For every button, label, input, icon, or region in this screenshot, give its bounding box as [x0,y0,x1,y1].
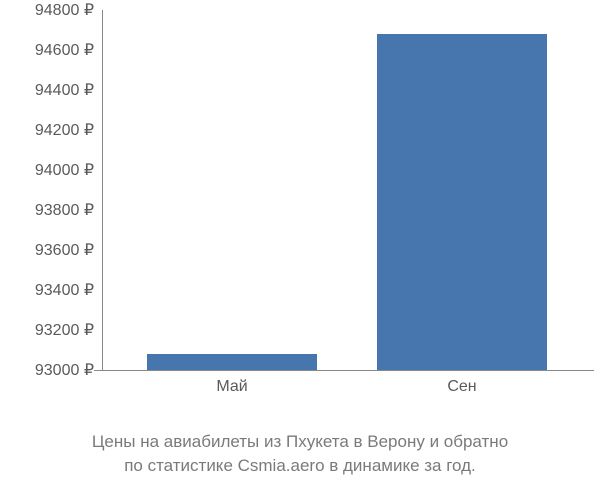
x-axis-line [94,370,594,371]
y-tick-label: 94400 ₽ [35,80,94,100]
y-tick-label: 93400 ₽ [35,280,94,300]
x-tick-label: Май [216,378,247,396]
plot-area [102,10,592,370]
caption-line-1: Цены на авиабилеты из Пхукета в Верону и… [92,432,508,451]
caption-line-2: по статистике Csmia.aero в динамике за г… [124,456,476,475]
y-axis: 93000 ₽93200 ₽93400 ₽93600 ₽93800 ₽94000… [0,0,102,370]
y-tick-label: 93200 ₽ [35,320,94,340]
y-tick-label: 94200 ₽ [35,120,94,140]
chart-bar [377,34,547,370]
chart-bar [147,354,317,370]
x-tick-label: Сен [447,378,476,396]
price-chart: 93000 ₽ 93200 ₽ 93400 ₽ 93600 ₽ 93800 ₽ 94000… [0,0,600,410]
y-tick-label: 93600 ₽ [35,240,94,260]
y-tick-label: 93000 ₽ [35,360,94,380]
x-axis: Май Сен [102,378,592,408]
y-tick-label: 94000 ₽ [35,160,94,180]
y-tick-label: 93800 ₽ [35,200,94,220]
y-tick-label: 94600 ₽ [35,40,94,60]
y-tick-label: 94800 ₽ [35,0,94,20]
chart-caption: Цены на авиабилеты из Пхукета в Верону и… [0,430,600,478]
